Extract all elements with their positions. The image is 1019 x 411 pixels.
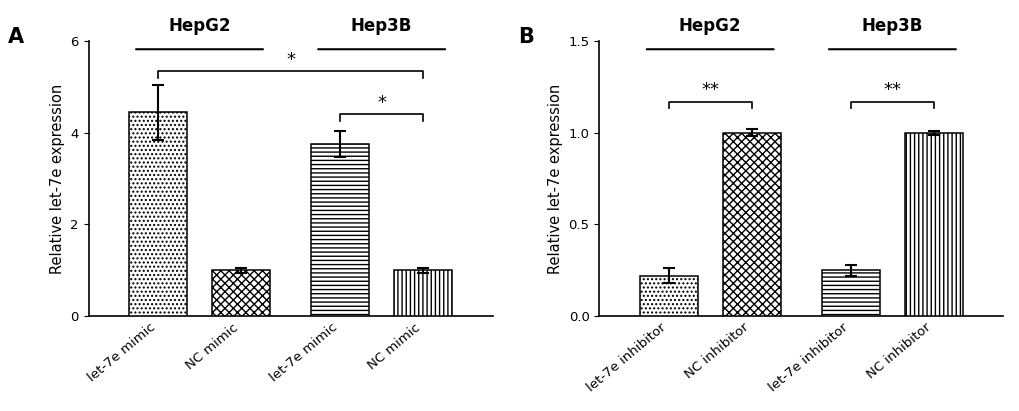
Bar	[639, 276, 697, 316]
Bar	[821, 270, 879, 316]
Text: **: **	[700, 81, 718, 99]
Text: A: A	[8, 27, 23, 47]
Text: Hep3B: Hep3B	[351, 18, 412, 35]
Bar	[212, 270, 270, 316]
Bar	[311, 144, 369, 316]
Text: **: **	[882, 81, 901, 99]
Text: B: B	[518, 27, 534, 47]
Text: Hep3B: Hep3B	[861, 18, 922, 35]
Text: HepG2: HepG2	[168, 18, 230, 35]
Text: HepG2: HepG2	[679, 18, 741, 35]
Text: *: *	[285, 51, 294, 69]
Text: *: *	[377, 94, 386, 112]
Bar	[393, 270, 451, 316]
Bar	[904, 133, 962, 316]
Y-axis label: Relative let-7e expression: Relative let-7e expression	[547, 83, 562, 274]
Y-axis label: Relative let-7e expression: Relative let-7e expression	[50, 83, 64, 274]
Bar	[129, 112, 186, 316]
Bar	[721, 133, 780, 316]
